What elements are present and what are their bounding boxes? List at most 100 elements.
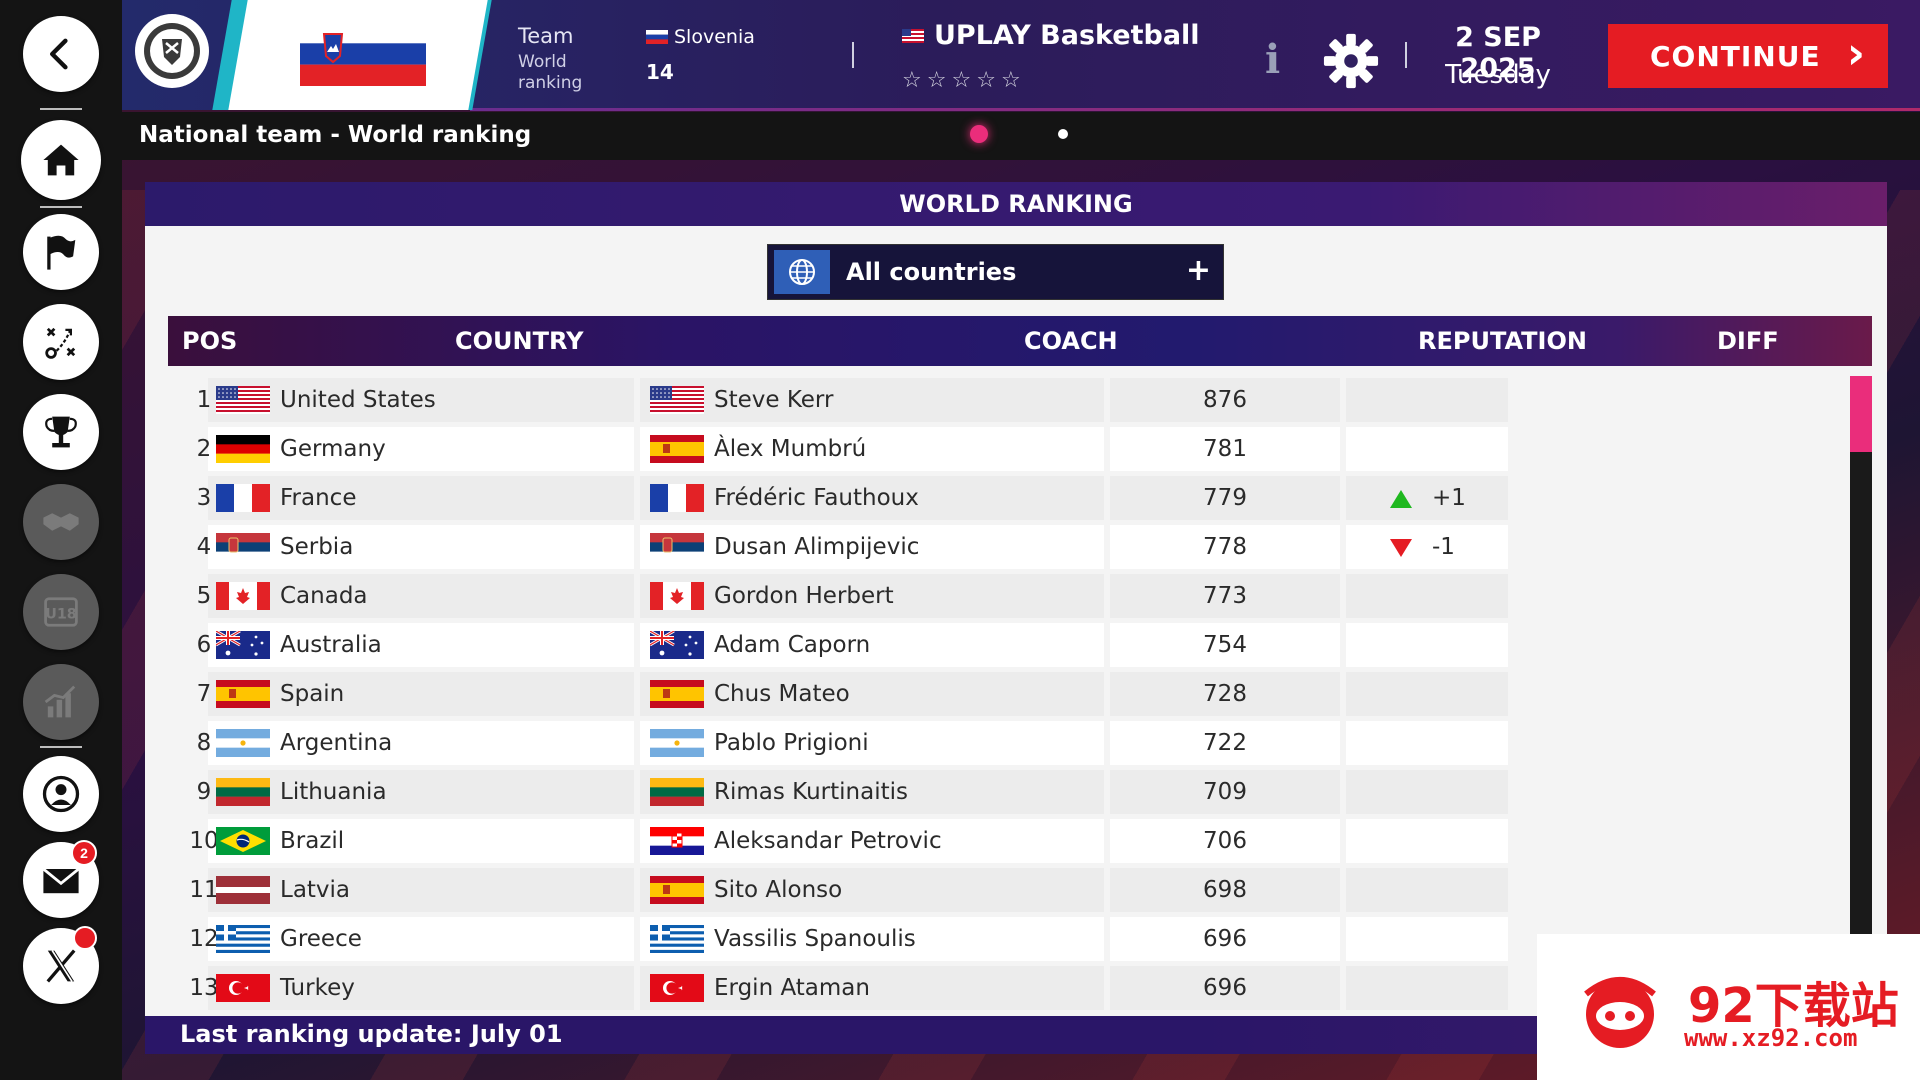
- diff-cell-bg: [1346, 721, 1508, 765]
- country-cell-bg: [208, 819, 634, 863]
- page-indicator-active[interactable]: [970, 125, 988, 143]
- column-header-diff[interactable]: DIFF: [1717, 327, 1779, 355]
- column-header-country[interactable]: COUNTRY: [455, 327, 584, 355]
- coach-cell-bg: [640, 966, 1104, 1010]
- position-cell: 10: [189, 828, 219, 854]
- reputation-cell: 698: [1203, 877, 1247, 903]
- top-bar-accent-line: [470, 108, 1920, 111]
- coach-cell[interactable]: Chus Mateo: [714, 681, 850, 707]
- coach-cell[interactable]: Pablo Prigioni: [714, 730, 869, 756]
- reputation-cell-bg: [1110, 476, 1340, 520]
- team-sublabel: World ranking: [518, 52, 583, 93]
- table-row[interactable]: 7 Spain Chus Mateo 728: [168, 670, 1848, 718]
- country-cell[interactable]: Argentina: [280, 730, 393, 756]
- divider: [852, 42, 854, 68]
- table-row[interactable]: 11 Latvia Sito Alonso 698: [168, 866, 1848, 914]
- divider: [40, 108, 82, 110]
- country-cell[interactable]: Brazil: [280, 828, 345, 854]
- coach-cell[interactable]: Sito Alonso: [714, 877, 843, 903]
- position-cell: 4: [196, 534, 212, 560]
- continue-button[interactable]: CONTINUE ›: [1608, 24, 1888, 88]
- finances-button[interactable]: [23, 664, 99, 740]
- country-cell-bg: [208, 525, 634, 569]
- page-indicator[interactable]: [1058, 129, 1068, 139]
- country-cell-bg: [208, 770, 634, 814]
- coach-cell[interactable]: Aleksandar Petrovic: [714, 828, 942, 854]
- country-cell-bg: [208, 917, 634, 961]
- coach-cell[interactable]: Ergin Ataman: [714, 975, 870, 1001]
- coach-cell[interactable]: Vassilis Spanoulis: [714, 926, 916, 952]
- coach-cell-bg: [640, 525, 1104, 569]
- column-header-reputation[interactable]: REPUTATION: [1418, 327, 1587, 355]
- diff-cell-bg: [1346, 525, 1508, 569]
- lt-flag-icon: [216, 778, 270, 806]
- coach-cell[interactable]: Rimas Kurtinaitis: [714, 779, 908, 805]
- profile-button[interactable]: [23, 756, 99, 832]
- info-icon[interactable]: i: [1265, 36, 1281, 83]
- back-button[interactable]: [23, 16, 99, 92]
- inbox-button[interactable]: 2: [23, 840, 99, 918]
- diff-cell-bg: [1346, 819, 1508, 863]
- club-logo[interactable]: [135, 14, 209, 88]
- competitions-button[interactable]: [23, 394, 99, 470]
- table-row[interactable]: 1 United States Steve Kerr 876: [168, 376, 1848, 424]
- country-cell[interactable]: Latvia: [280, 877, 351, 903]
- country-cell[interactable]: Canada: [280, 583, 368, 609]
- reputation-cell: 773: [1203, 583, 1247, 609]
- country-cell[interactable]: Serbia: [280, 534, 354, 560]
- coach-cell-bg: [640, 819, 1104, 863]
- table-row[interactable]: 10 Brazil Aleksandar Petrovic 706: [168, 817, 1848, 865]
- table-header: [168, 316, 1872, 366]
- coach-cell[interactable]: Steve Kerr: [714, 387, 834, 413]
- scrollbar-thumb[interactable]: [1850, 376, 1872, 452]
- country-cell[interactable]: Germany: [280, 436, 386, 462]
- es-flag-icon: [650, 876, 704, 904]
- country-cell[interactable]: Greece: [280, 926, 362, 952]
- table-row[interactable]: 4 Serbia Dusan Alimpijevic 778 -1: [168, 523, 1848, 571]
- country-cell[interactable]: Lithuania: [280, 779, 387, 805]
- home-icon: [43, 144, 79, 176]
- watermark-url: www.xz92.com: [1684, 1024, 1858, 1052]
- youth-button[interactable]: U18: [23, 574, 99, 650]
- column-header-pos[interactable]: POS: [182, 327, 238, 355]
- reputation-cell-bg: [1110, 378, 1340, 422]
- coach-cell[interactable]: Dusan Alimpijevic: [714, 534, 920, 560]
- breadcrumb: National team - World ranking: [139, 122, 532, 148]
- table-row[interactable]: 6 Australia Adam Caporn 754: [168, 621, 1848, 669]
- gr-flag-icon: [216, 925, 270, 953]
- fr-flag-icon: [216, 484, 270, 512]
- league-title[interactable]: UPLAY Basketball: [902, 20, 1200, 51]
- table-row[interactable]: 12 Greece Vassilis Spanoulis 696: [168, 915, 1848, 963]
- table-row[interactable]: 2 Germany Àlex Mumbrú 781: [168, 425, 1848, 473]
- table-row[interactable]: 3 France Frédéric Fauthoux 779 +1: [168, 474, 1848, 522]
- country-cell[interactable]: Australia: [280, 632, 382, 658]
- table-row[interactable]: 13 Turkey Ergin Ataman 696: [168, 964, 1848, 1012]
- country-filter-dropdown[interactable]: All countries +: [767, 244, 1224, 300]
- column-header-coach[interactable]: COACH: [1024, 327, 1118, 355]
- coach-cell[interactable]: Àlex Mumbrú: [714, 436, 867, 462]
- table-row[interactable]: 5 Canada Gordon Herbert 773: [168, 572, 1848, 620]
- country-cell[interactable]: France: [280, 485, 357, 511]
- sub-header: [122, 112, 1920, 160]
- tactics-button[interactable]: [23, 304, 99, 380]
- table-row[interactable]: 8 Argentina Pablo Prigioni 722: [168, 719, 1848, 767]
- gear-icon[interactable]: [1322, 32, 1380, 90]
- coach-cell[interactable]: Frédéric Fauthoux: [714, 485, 919, 511]
- coach-cell[interactable]: Adam Caporn: [714, 632, 871, 658]
- social-button[interactable]: [23, 926, 99, 1004]
- arrow-left-icon: [50, 38, 68, 70]
- scrollbar-track[interactable]: [1850, 376, 1872, 1024]
- position-cell: 9: [196, 779, 212, 805]
- coach-cell[interactable]: Gordon Herbert: [714, 583, 894, 609]
- country-cell[interactable]: Spain: [280, 681, 345, 707]
- home-button[interactable]: [21, 120, 101, 200]
- diff-cell-bg: [1346, 427, 1508, 471]
- transfers-button[interactable]: [23, 484, 99, 560]
- country-cell[interactable]: United States: [280, 387, 436, 413]
- country-cell[interactable]: Turkey: [280, 975, 355, 1001]
- team-button[interactable]: [23, 214, 99, 290]
- last-update-text: Last ranking update: July 01: [180, 1020, 563, 1048]
- slovenia-mini-flag-icon: [646, 30, 668, 44]
- table-row[interactable]: 9 Lithuania Rimas Kurtinaitis 709: [168, 768, 1848, 816]
- diff-cell-bg: [1346, 672, 1508, 716]
